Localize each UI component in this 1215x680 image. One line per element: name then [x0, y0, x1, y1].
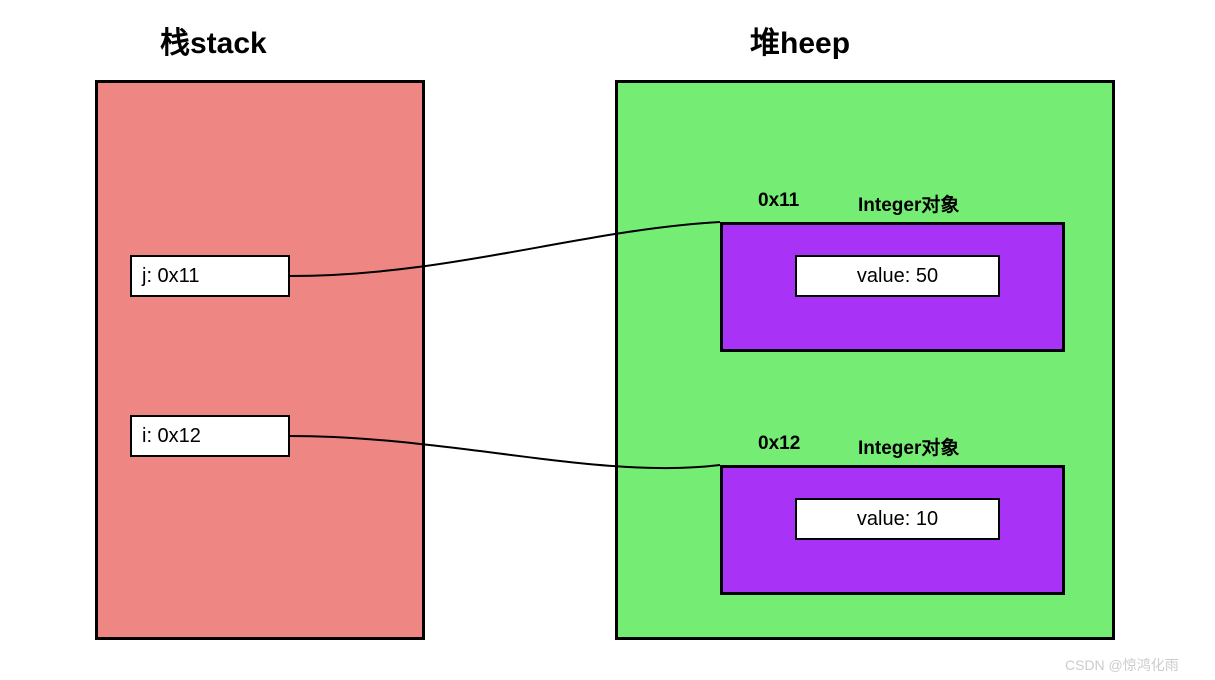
heap-obj-0-type: Integer对象 [858, 190, 959, 217]
stack-region [95, 80, 425, 640]
heap-title: 堆heep [750, 18, 850, 62]
heap-obj-1-addr: 0x12 [758, 433, 800, 455]
watermark: CSDN @惊鸿化雨 [1065, 655, 1179, 675]
stack-cell-j: j: 0x11 [130, 255, 290, 297]
heap-obj-1-type: Integer对象 [858, 433, 959, 460]
stack-cell-i: i: 0x12 [130, 415, 290, 457]
heap-obj-0-addr: 0x11 [758, 190, 799, 212]
heap-obj-0-value: value: 50 [795, 255, 1000, 297]
stack-title: 栈stack [160, 18, 267, 62]
heap-obj-1-value: value: 10 [795, 498, 1000, 540]
